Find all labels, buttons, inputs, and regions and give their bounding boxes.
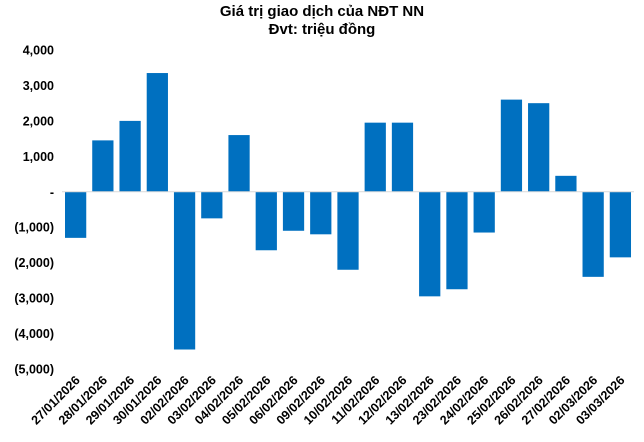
bar-23/02/2026 — [446, 191, 468, 290]
bar-06/02/2026 — [282, 191, 305, 231]
y-tick-label: 4,000 — [23, 44, 54, 58]
bar-27/02/2026 — [555, 175, 577, 192]
bar-group — [62, 73, 634, 350]
x-axis: 27/01/202628/01/202629/01/202630/01/2026… — [29, 373, 628, 427]
y-tick-label: 2,000 — [23, 114, 54, 128]
bar-04/02/2026 — [228, 135, 250, 192]
y-tick-label: 3,000 — [23, 79, 54, 93]
chart-subtitle: Đvt: triệu đồng — [268, 21, 376, 38]
bar-09/02/2026 — [310, 191, 332, 235]
bar-27/01/2026 — [65, 191, 87, 238]
bar-03/02/2026 — [201, 191, 223, 219]
y-tick-label: - — [50, 185, 54, 199]
bar-05/02/2026 — [255, 191, 277, 251]
bar-02/02/2026 — [173, 191, 196, 350]
bar-03/03/2026 — [609, 191, 632, 258]
bar-24/02/2026 — [473, 191, 495, 233]
y-tick-label: (1,000) — [14, 221, 54, 235]
bar-10/02/2026 — [337, 191, 359, 270]
bar-13/02/2026 — [419, 191, 441, 297]
y-tick-label: (5,000) — [14, 363, 54, 377]
bar-28/01/2026 — [92, 140, 114, 192]
y-tick-label: (4,000) — [14, 327, 54, 341]
bar-11/02/2026 — [364, 122, 386, 192]
y-tick-label: 1,000 — [23, 150, 54, 164]
y-tick-label: (3,000) — [14, 292, 54, 306]
chart-title: Giá trị giao dịch của NĐT NN — [219, 3, 425, 20]
bar-29/01/2026 — [119, 120, 141, 192]
y-axis: 4,000 3,000 2,000 1,000 - (1,000) (2,000) (3,00… — [14, 44, 54, 377]
y-tick-label: (2,000) — [14, 256, 54, 270]
bar-30/01/2026 — [146, 73, 168, 192]
bar-26/02/2026 — [528, 103, 550, 192]
bar-25/02/2026 — [500, 99, 523, 192]
bar-12/02/2026 — [391, 122, 414, 192]
bar-02/03/2026 — [582, 191, 604, 277]
